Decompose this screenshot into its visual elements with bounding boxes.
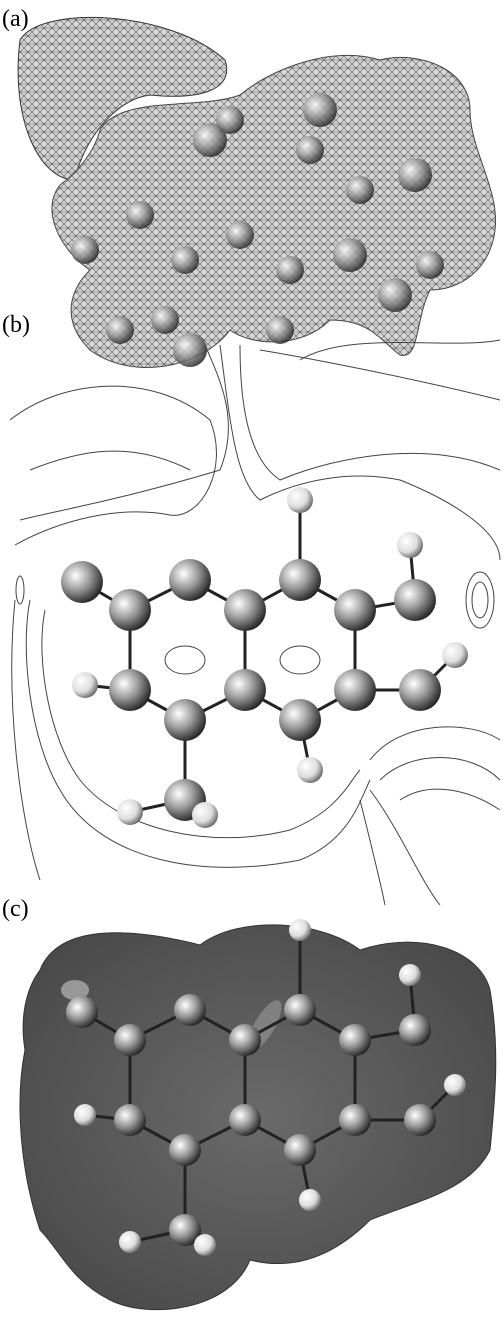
- atom: [169, 559, 211, 601]
- atom: [276, 256, 304, 284]
- hydrogen-atom: [74, 1104, 96, 1126]
- hydrogen-atom: [289, 919, 311, 941]
- hydrogen-atom: [287, 487, 313, 513]
- atom: [404, 1104, 436, 1136]
- hydrogen-atom: [72, 672, 98, 698]
- hydrogen-atom: [299, 1189, 321, 1211]
- panel-label: (a): [2, 6, 29, 32]
- atom: [164, 699, 206, 741]
- atom: [173, 333, 207, 367]
- atom: [284, 1134, 316, 1166]
- hydrogen-atom: [119, 1231, 141, 1253]
- hydrogen-atom: [297, 757, 323, 783]
- atom: [398, 158, 432, 192]
- hydrogen-atom: [192, 802, 218, 828]
- atom: [394, 579, 436, 621]
- panel-c: (c): [2, 896, 496, 1310]
- atom: [399, 669, 441, 711]
- atom: [71, 236, 99, 264]
- hydrogen-atom: [397, 532, 423, 558]
- atom: [61, 561, 103, 603]
- hydrogen-atom: [442, 642, 468, 668]
- atom: [346, 176, 374, 204]
- atom: [114, 1104, 146, 1136]
- atom: [334, 589, 376, 631]
- atom: [114, 1024, 146, 1056]
- atom: [229, 1024, 261, 1056]
- atom: [106, 316, 134, 344]
- hydrogen-atom: [194, 1234, 216, 1256]
- atom: [224, 669, 266, 711]
- atom: [334, 669, 376, 711]
- atom: [279, 699, 321, 741]
- atom: [109, 589, 151, 631]
- atom: [266, 316, 294, 344]
- atom: [339, 1024, 371, 1056]
- atom: [284, 994, 316, 1026]
- atom: [171, 246, 199, 274]
- panel-label: (c): [2, 896, 29, 922]
- panel-a: (a): [2, 6, 496, 367]
- panel-label: (b): [2, 312, 30, 338]
- atom: [224, 589, 266, 631]
- atom: [126, 201, 154, 229]
- atom: [226, 221, 254, 249]
- atom: [378, 278, 412, 312]
- atom: [169, 1134, 201, 1166]
- hydrogen-atom: [444, 1074, 466, 1096]
- atom: [279, 559, 321, 601]
- atom: [174, 994, 206, 1026]
- atom: [109, 669, 151, 711]
- hydrogen-atom: [399, 964, 421, 986]
- atom: [216, 106, 244, 134]
- atom: [229, 1104, 261, 1136]
- atom: [339, 1104, 371, 1136]
- atom: [333, 238, 367, 272]
- atom: [416, 251, 444, 279]
- page: (a) (b) (c): [0, 0, 503, 1326]
- atom: [399, 1014, 431, 1046]
- hydrogen-atom: [117, 799, 143, 825]
- figure: (a) (b) (c): [0, 0, 503, 1326]
- atom: [66, 996, 98, 1028]
- atom: [296, 136, 324, 164]
- atom: [151, 306, 179, 334]
- panel-b: (b): [2, 312, 500, 905]
- atom: [303, 93, 337, 127]
